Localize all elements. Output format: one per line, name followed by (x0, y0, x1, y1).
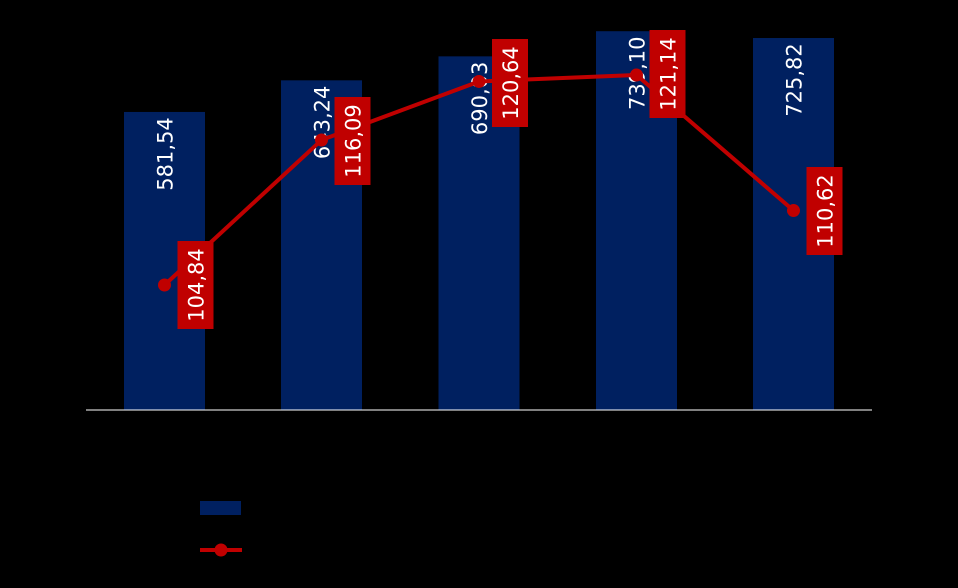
line-value-label-4: 121,14 (657, 37, 681, 110)
line-value-box-2 (334, 97, 371, 185)
legend-line-marker (214, 543, 228, 557)
line-value-label-5: 110,62 (814, 174, 838, 247)
bar-value-label-1: 581,54 (154, 117, 178, 190)
line-value-box-5 (806, 167, 843, 255)
line-value-box-1 (177, 241, 214, 329)
line-value-label-1: 104,84 (185, 248, 209, 321)
line-point-3 (472, 74, 486, 88)
line-layer (158, 68, 800, 292)
line-point-1 (158, 278, 171, 292)
legend-bar-swatch (200, 501, 241, 515)
line-labels-layer: 104,84 116,09 120,64 121,14 110,62 (177, 30, 843, 329)
line-point-2 (315, 133, 328, 147)
line-value-box-4 (649, 30, 686, 118)
bar-value-label-5: 725,82 (783, 43, 807, 116)
bar-value-label-3: 690,03 (468, 62, 492, 135)
line-value-label-2: 116,09 (342, 104, 366, 177)
legend (200, 501, 242, 557)
line-point-4 (630, 68, 643, 82)
line-point-5 (787, 204, 800, 218)
line-value-label-3: 120,64 (499, 46, 523, 119)
line-value-box-3 (492, 39, 528, 127)
